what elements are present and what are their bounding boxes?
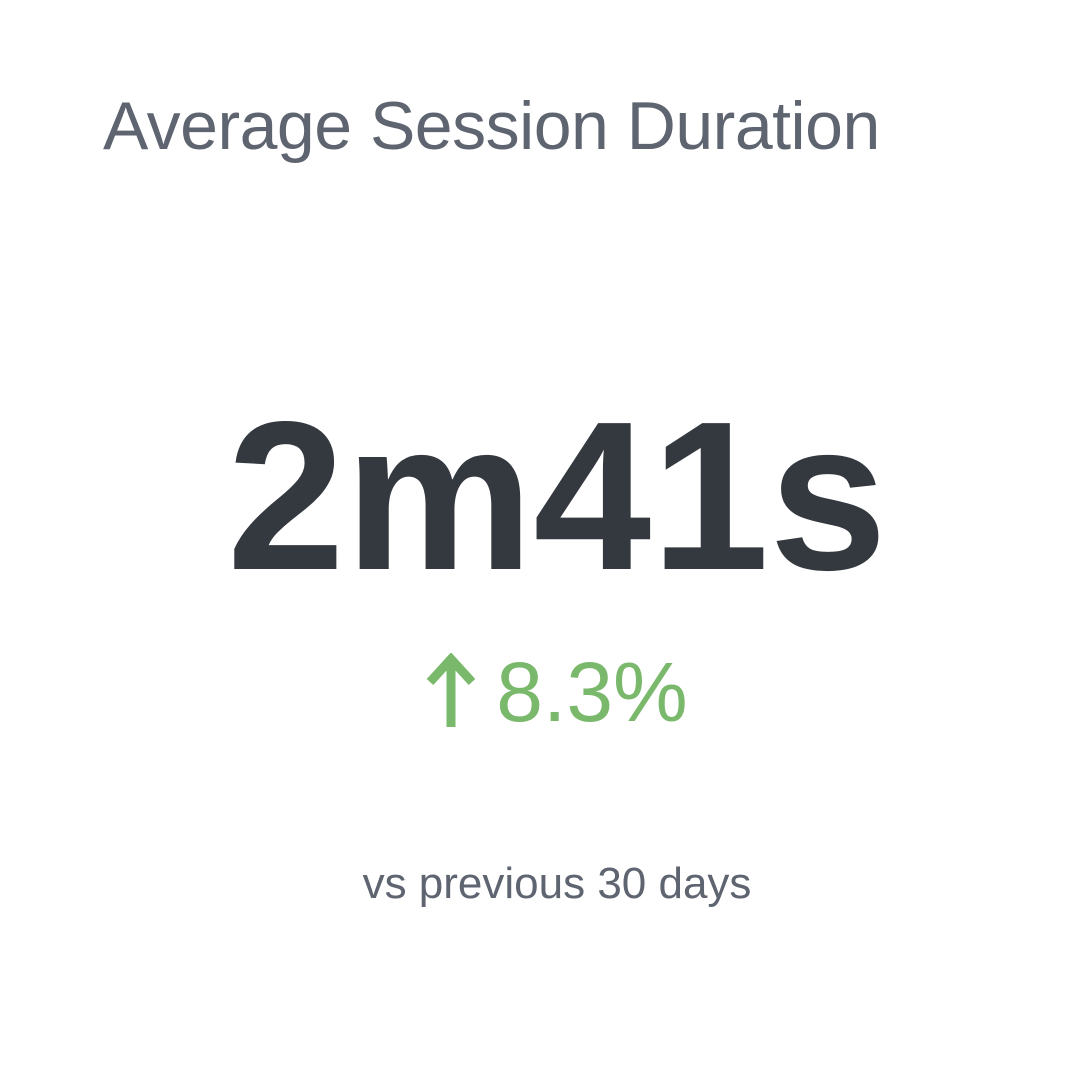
metric-delta: 8.3% xyxy=(17,650,1080,734)
comparison-label: vs previous 30 days xyxy=(362,859,752,908)
metric-value: 2m41s xyxy=(226,377,888,614)
up-arrow-icon xyxy=(426,653,476,731)
delta-value: 8.3% xyxy=(496,645,688,739)
widget-title: Average Session Duration xyxy=(103,88,880,164)
